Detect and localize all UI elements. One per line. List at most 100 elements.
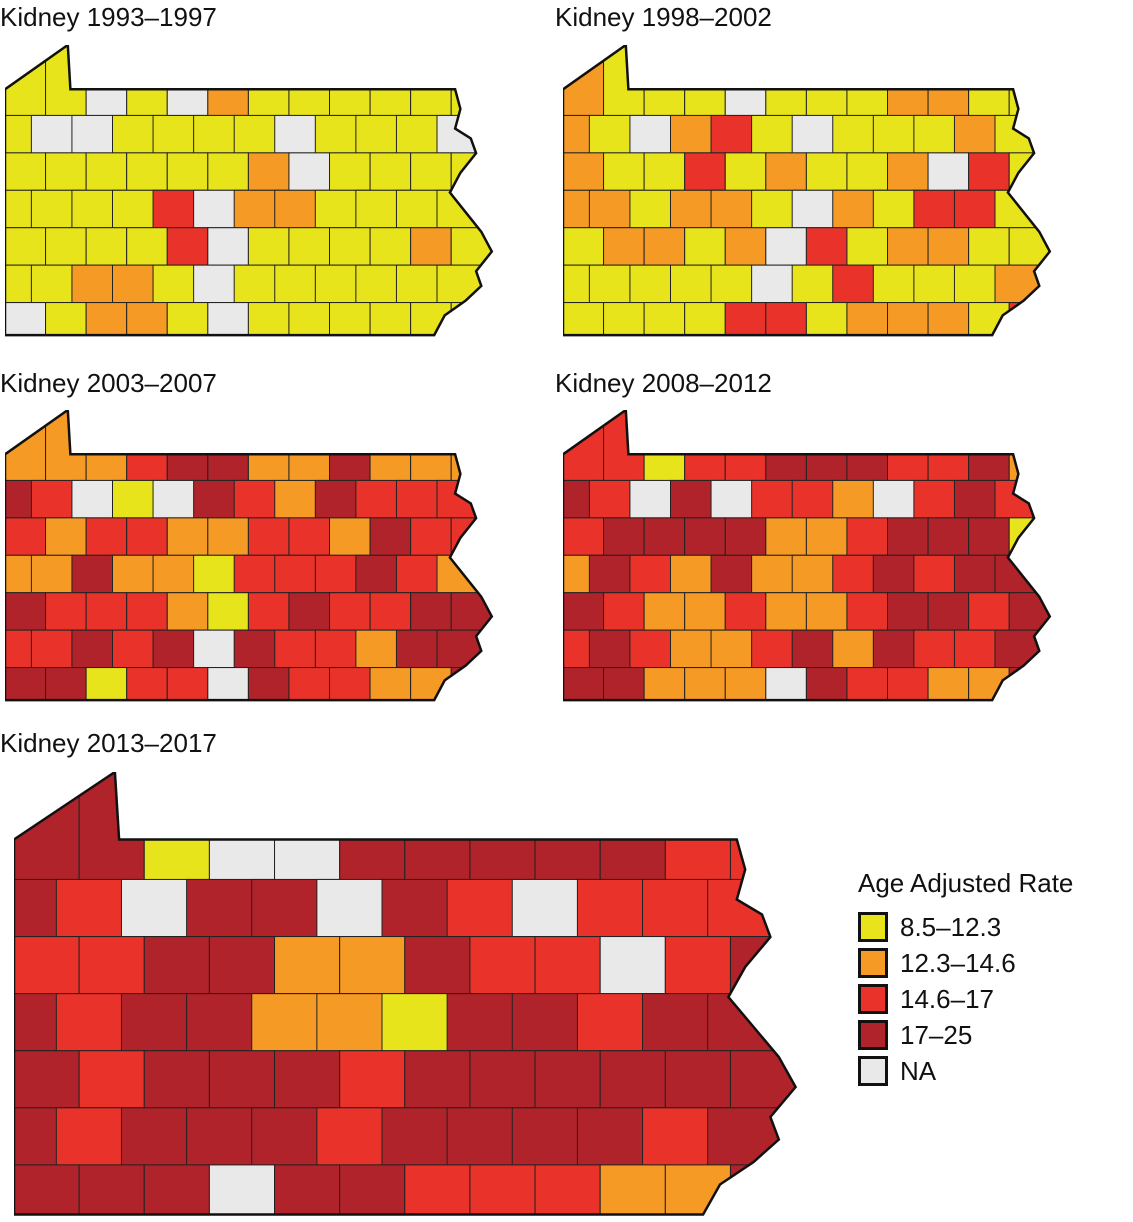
county-17–25 [404,936,471,995]
county-14.6–17 [846,667,889,701]
county-17–25 [927,517,970,556]
county-8.5–12.3 [5,152,47,191]
county-17–25 [927,592,970,631]
county-8.5–12.3 [450,152,492,191]
county-14.6–17 [85,517,128,556]
county-17–25 [994,554,1050,594]
county-14.6–17 [247,517,290,556]
county-8.5–12.3 [288,302,331,336]
choropleth-map-1993-1997 [5,45,494,337]
county-12.3–14.6 [329,517,371,556]
county-14.6–17 [5,517,47,556]
county-8.5–12.3 [288,45,331,116]
county-8.5–12.3 [207,592,249,631]
county-8.5–12.3 [126,45,168,116]
county-14.6–17 [994,479,1050,519]
county-17–25 [643,517,686,556]
county-14.6–17 [78,936,145,995]
county-12.3–14.6 [288,410,331,481]
map-title-1998: Kidney 1998–2002 [555,2,772,32]
county-12.3–14.6 [927,302,970,336]
county-NA [207,302,249,336]
county-17–25 [410,592,452,631]
county-14.6–17 [968,152,1010,191]
county-14.6–17 [729,772,796,880]
county-8.5–12.3 [166,152,209,191]
county-NA [724,45,767,116]
county-NA [207,667,249,701]
county-12.3–14.6 [5,410,47,481]
state-outline [563,410,1052,702]
county-8.5–12.3 [85,227,128,266]
county-8.5–12.3 [126,227,168,266]
county-8.5–12.3 [805,302,848,336]
county-17–25 [534,772,601,880]
county-12.3–14.6 [45,517,87,556]
county-17–25 [1008,667,1050,701]
county-14.6–17 [126,517,168,556]
county-8.5–12.3 [85,152,128,191]
county-8.5–12.3 [846,152,889,191]
county-17–25 [729,1164,796,1215]
county-14.6–17 [968,592,1010,631]
county-12.3–14.6 [765,517,807,556]
county-12.3–14.6 [85,302,128,336]
county-8.5–12.3 [805,45,848,116]
county-14.6–17 [45,592,87,631]
county-12.3–14.6 [166,592,209,631]
legend-label: 8.5–12.3 [900,911,1002,942]
county-17–25 [469,772,536,880]
state-outline [5,410,494,702]
county-12.3–14.6 [643,592,686,631]
county-8.5–12.3 [436,189,492,229]
state-outline [14,772,798,1216]
county-17–25 [78,1164,145,1215]
county-8.5–12.3 [436,264,492,304]
county-12.3–14.6 [563,45,605,116]
county-12.3–14.6 [247,152,290,191]
county-8.5–12.3 [207,152,249,191]
county-8.5–12.3 [563,302,605,336]
county-NA [207,227,249,266]
county-8.5–12.3 [329,152,371,191]
county-12.3–14.6 [207,517,249,556]
county-8.5–12.3 [846,227,889,266]
county-8.5–12.3 [369,302,412,336]
county-8.5–12.3 [1008,517,1050,556]
county-12.3–14.6 [436,554,492,594]
state-outline [563,45,1052,337]
legend-swatch [858,948,888,978]
county-14.6–17 [126,410,168,481]
county-8.5–12.3 [684,302,726,336]
county-12.3–14.6 [805,517,848,556]
county-14.6–17 [410,517,452,556]
county-8.5–12.3 [563,227,605,266]
county-12.3–14.6 [765,592,807,631]
county-12.3–14.6 [724,227,767,266]
county-12.3–14.6 [927,227,970,266]
county-14.6–17 [14,936,80,995]
county-12.3–14.6 [643,227,686,266]
county-17–25 [288,592,331,631]
county-14.6–17 [166,667,209,701]
county-12.3–14.6 [994,264,1050,304]
choropleth-map-2003-2007 [5,410,494,702]
county-14.6–17 [684,410,726,481]
county-8.5–12.3 [410,45,452,116]
county-14.6–17 [166,227,209,266]
county-12.3–14.6 [410,410,452,481]
county-17–25 [143,936,210,995]
legend-title: Age Adjusted Rate [858,868,1074,898]
county-17–25 [724,517,767,556]
county-14.6–17 [563,410,605,481]
county-17–25 [765,410,807,481]
county-NA [85,45,128,116]
county-8.5–12.3 [329,302,371,336]
county-8.5–12.3 [143,772,210,880]
county-17–25 [805,667,848,701]
county-8.5–12.3 [994,114,1050,154]
county-8.5–12.3 [247,302,290,336]
county-8.5–12.3 [643,152,686,191]
county-17–25 [805,410,848,481]
county-12.3–14.6 [684,667,726,701]
